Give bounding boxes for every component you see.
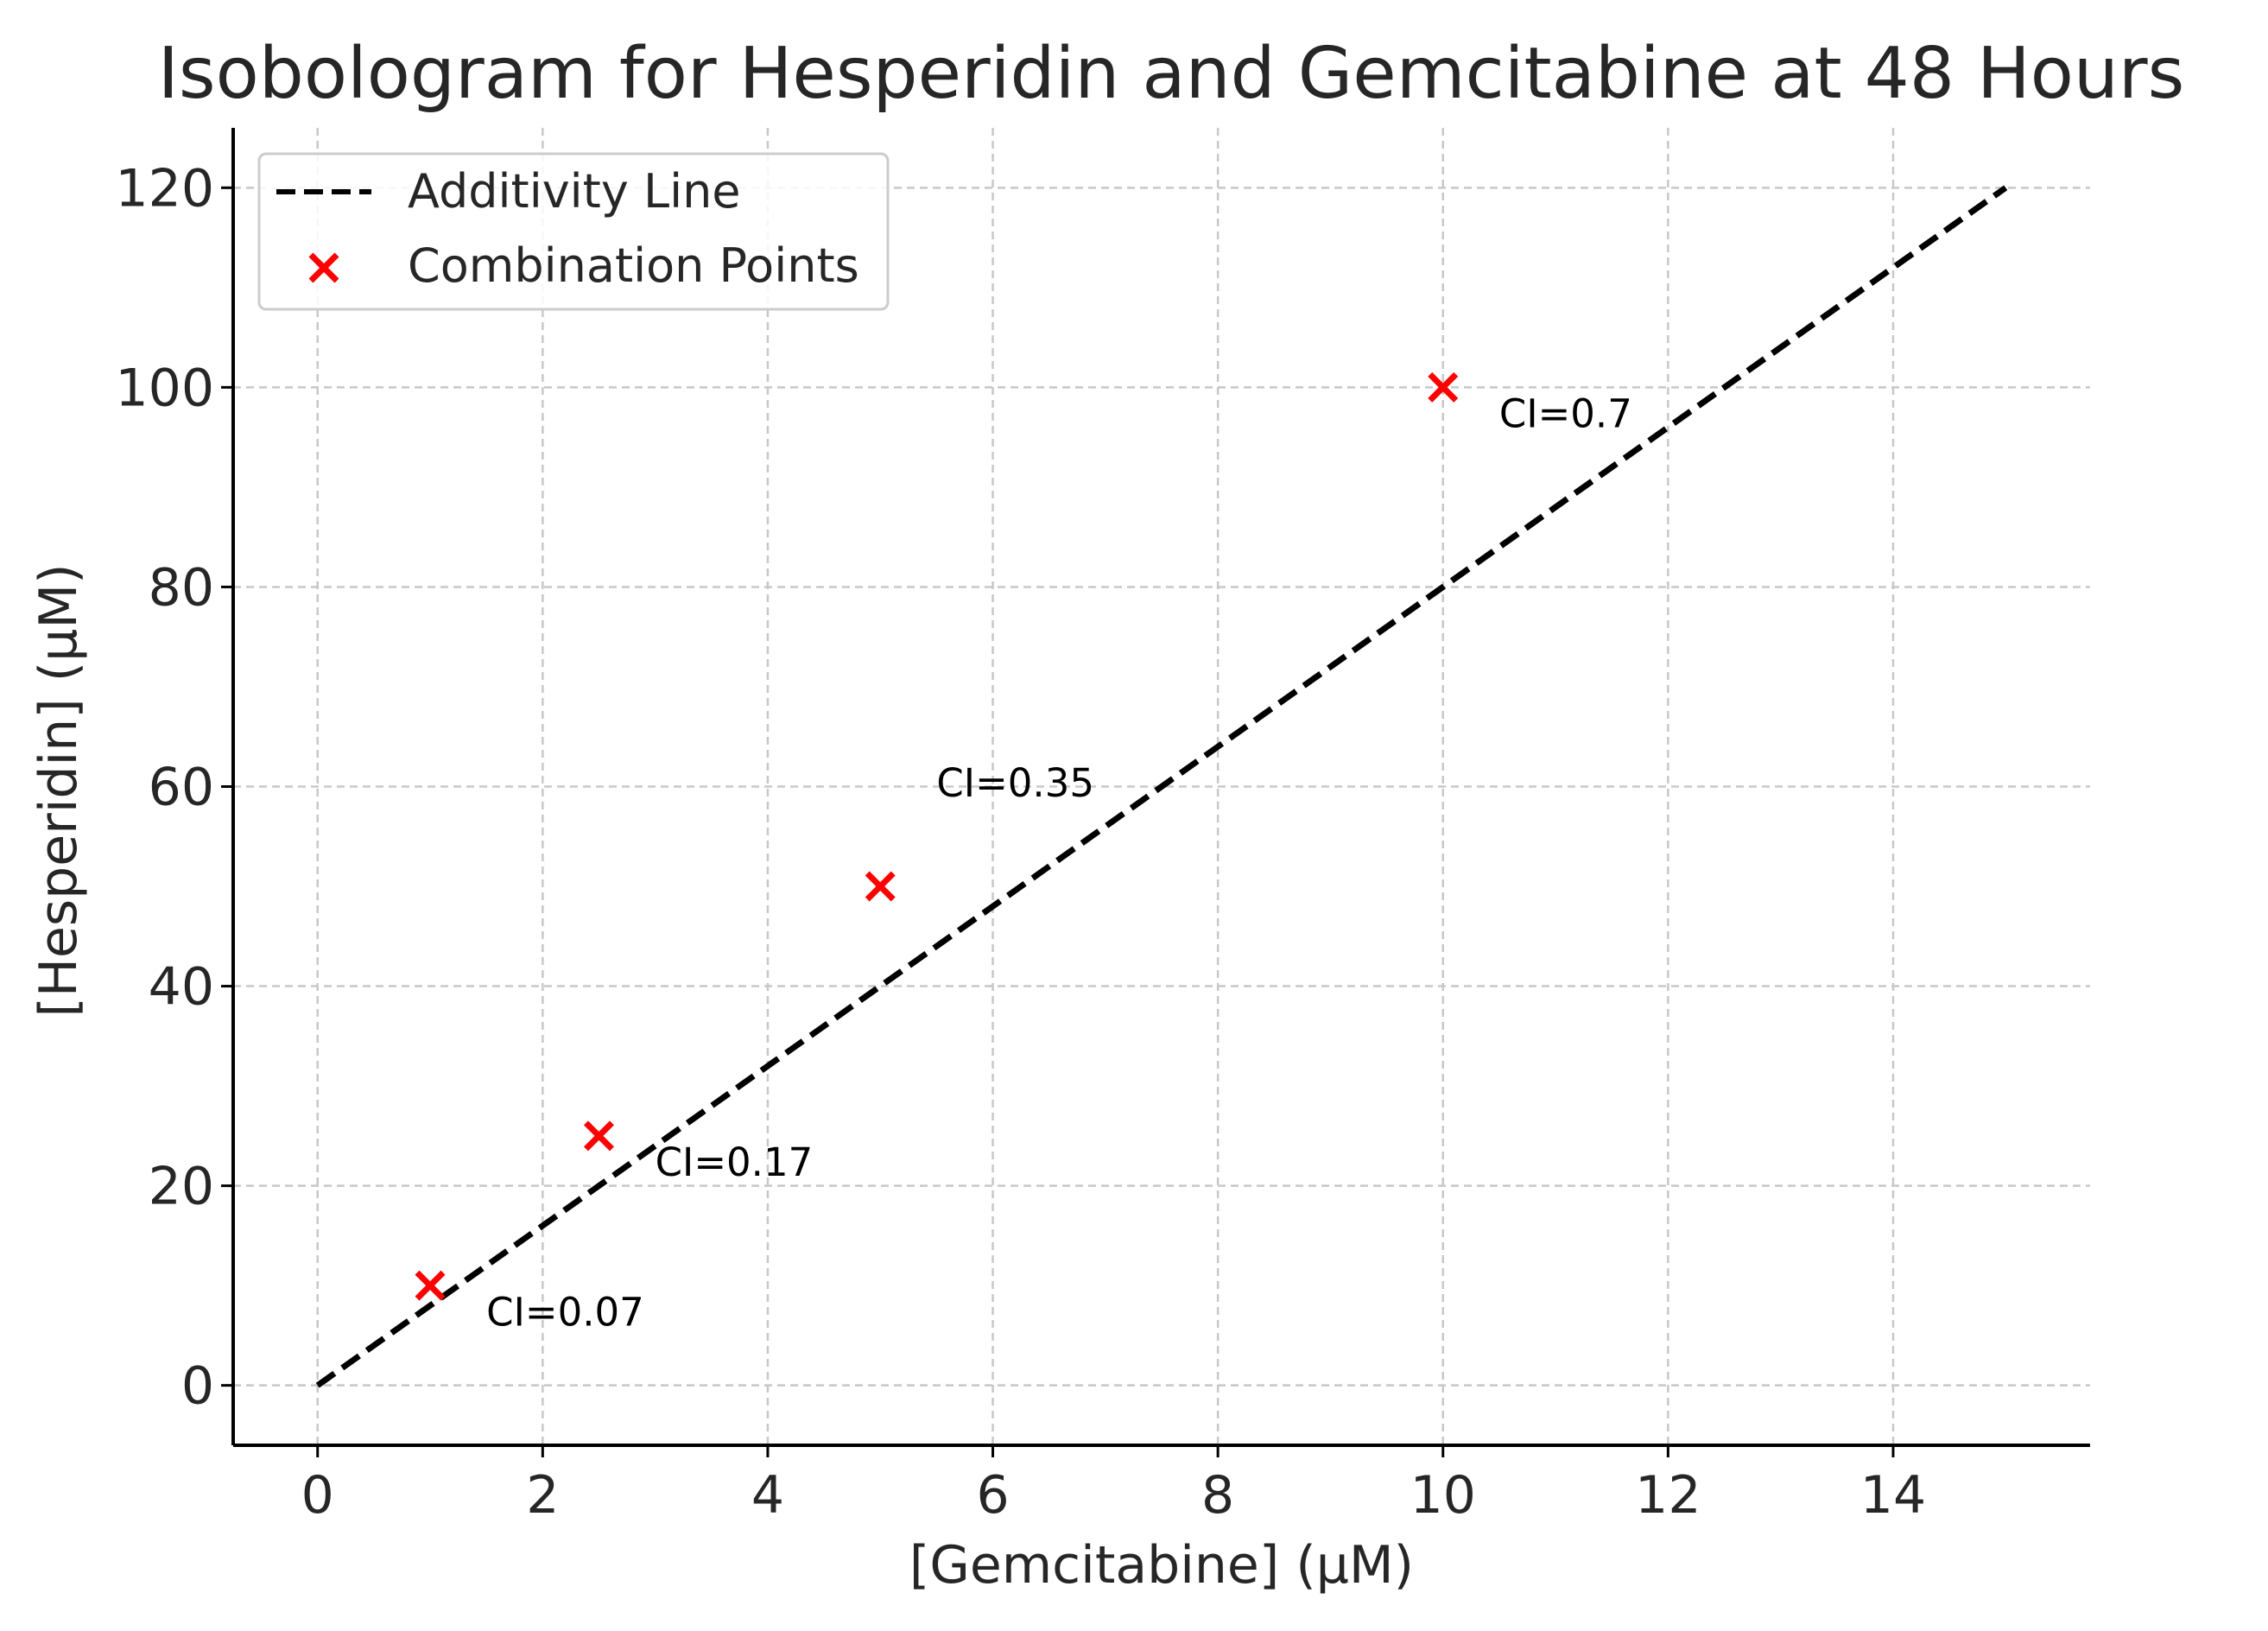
legend: Additivity Line Combination Points xyxy=(257,152,890,311)
y-tick-label: 0 xyxy=(181,1356,214,1417)
x-axis-label: [Gemcitabine] (µM) xyxy=(909,1535,1414,1596)
x-tick-label: 12 xyxy=(1635,1465,1701,1526)
point-marker-stroke xyxy=(1428,371,1459,403)
axes-layer: 0 2 4 6 8 10 12 14 0 20 40 60 80 100 120 xyxy=(115,128,2090,1526)
additivity-line xyxy=(315,185,2008,1388)
point-marker-stroke xyxy=(865,871,896,902)
combination-point xyxy=(1428,371,1459,403)
point-marker-stroke xyxy=(584,1120,614,1152)
y-tick-label: 80 xyxy=(149,557,214,618)
y-tick-label: 40 xyxy=(149,957,214,1018)
y-tick-label: 20 xyxy=(149,1157,214,1217)
y-tick-label: 120 xyxy=(115,158,214,219)
point-marker-stroke xyxy=(415,1270,446,1301)
ci-annotation: CI=0.17 xyxy=(656,1139,814,1185)
ci-annotation: CI=0.35 xyxy=(936,760,1094,806)
legend-label-combination: Combination Points xyxy=(408,238,859,293)
x-tick-label: 10 xyxy=(1410,1465,1476,1526)
combination-point xyxy=(584,1120,614,1152)
data-layer xyxy=(315,185,2008,1388)
ci-annotation: CI=0.7 xyxy=(1499,391,1632,437)
legend-box xyxy=(257,152,890,311)
legend-marker-swatch xyxy=(308,252,339,283)
legend-label-additivity: Additivity Line xyxy=(408,164,741,219)
x-tick-label: 2 xyxy=(526,1465,559,1526)
grid-layer xyxy=(233,128,2090,1445)
combination-point xyxy=(415,1270,446,1301)
y-axis-label: [Hesperidin] (µM) xyxy=(29,563,89,1017)
ci-annotation: CI=0.07 xyxy=(486,1289,644,1335)
chart-title: Isobologram for Hesperidin and Gemcitabi… xyxy=(158,33,2185,115)
x-tick-label: 4 xyxy=(751,1465,784,1526)
x-tick-label: 0 xyxy=(301,1465,334,1526)
x-tick-label: 8 xyxy=(1201,1465,1234,1526)
x-tick-label: 14 xyxy=(1860,1465,1926,1526)
y-tick-label: 100 xyxy=(115,358,214,418)
combination-point xyxy=(865,871,896,902)
x-tick-label: 6 xyxy=(976,1465,1009,1526)
y-tick-label: 60 xyxy=(149,758,214,818)
annotation-layer: CI=0.07 CI=0.17 CI=0.35 CI=0.7 xyxy=(486,391,1632,1336)
